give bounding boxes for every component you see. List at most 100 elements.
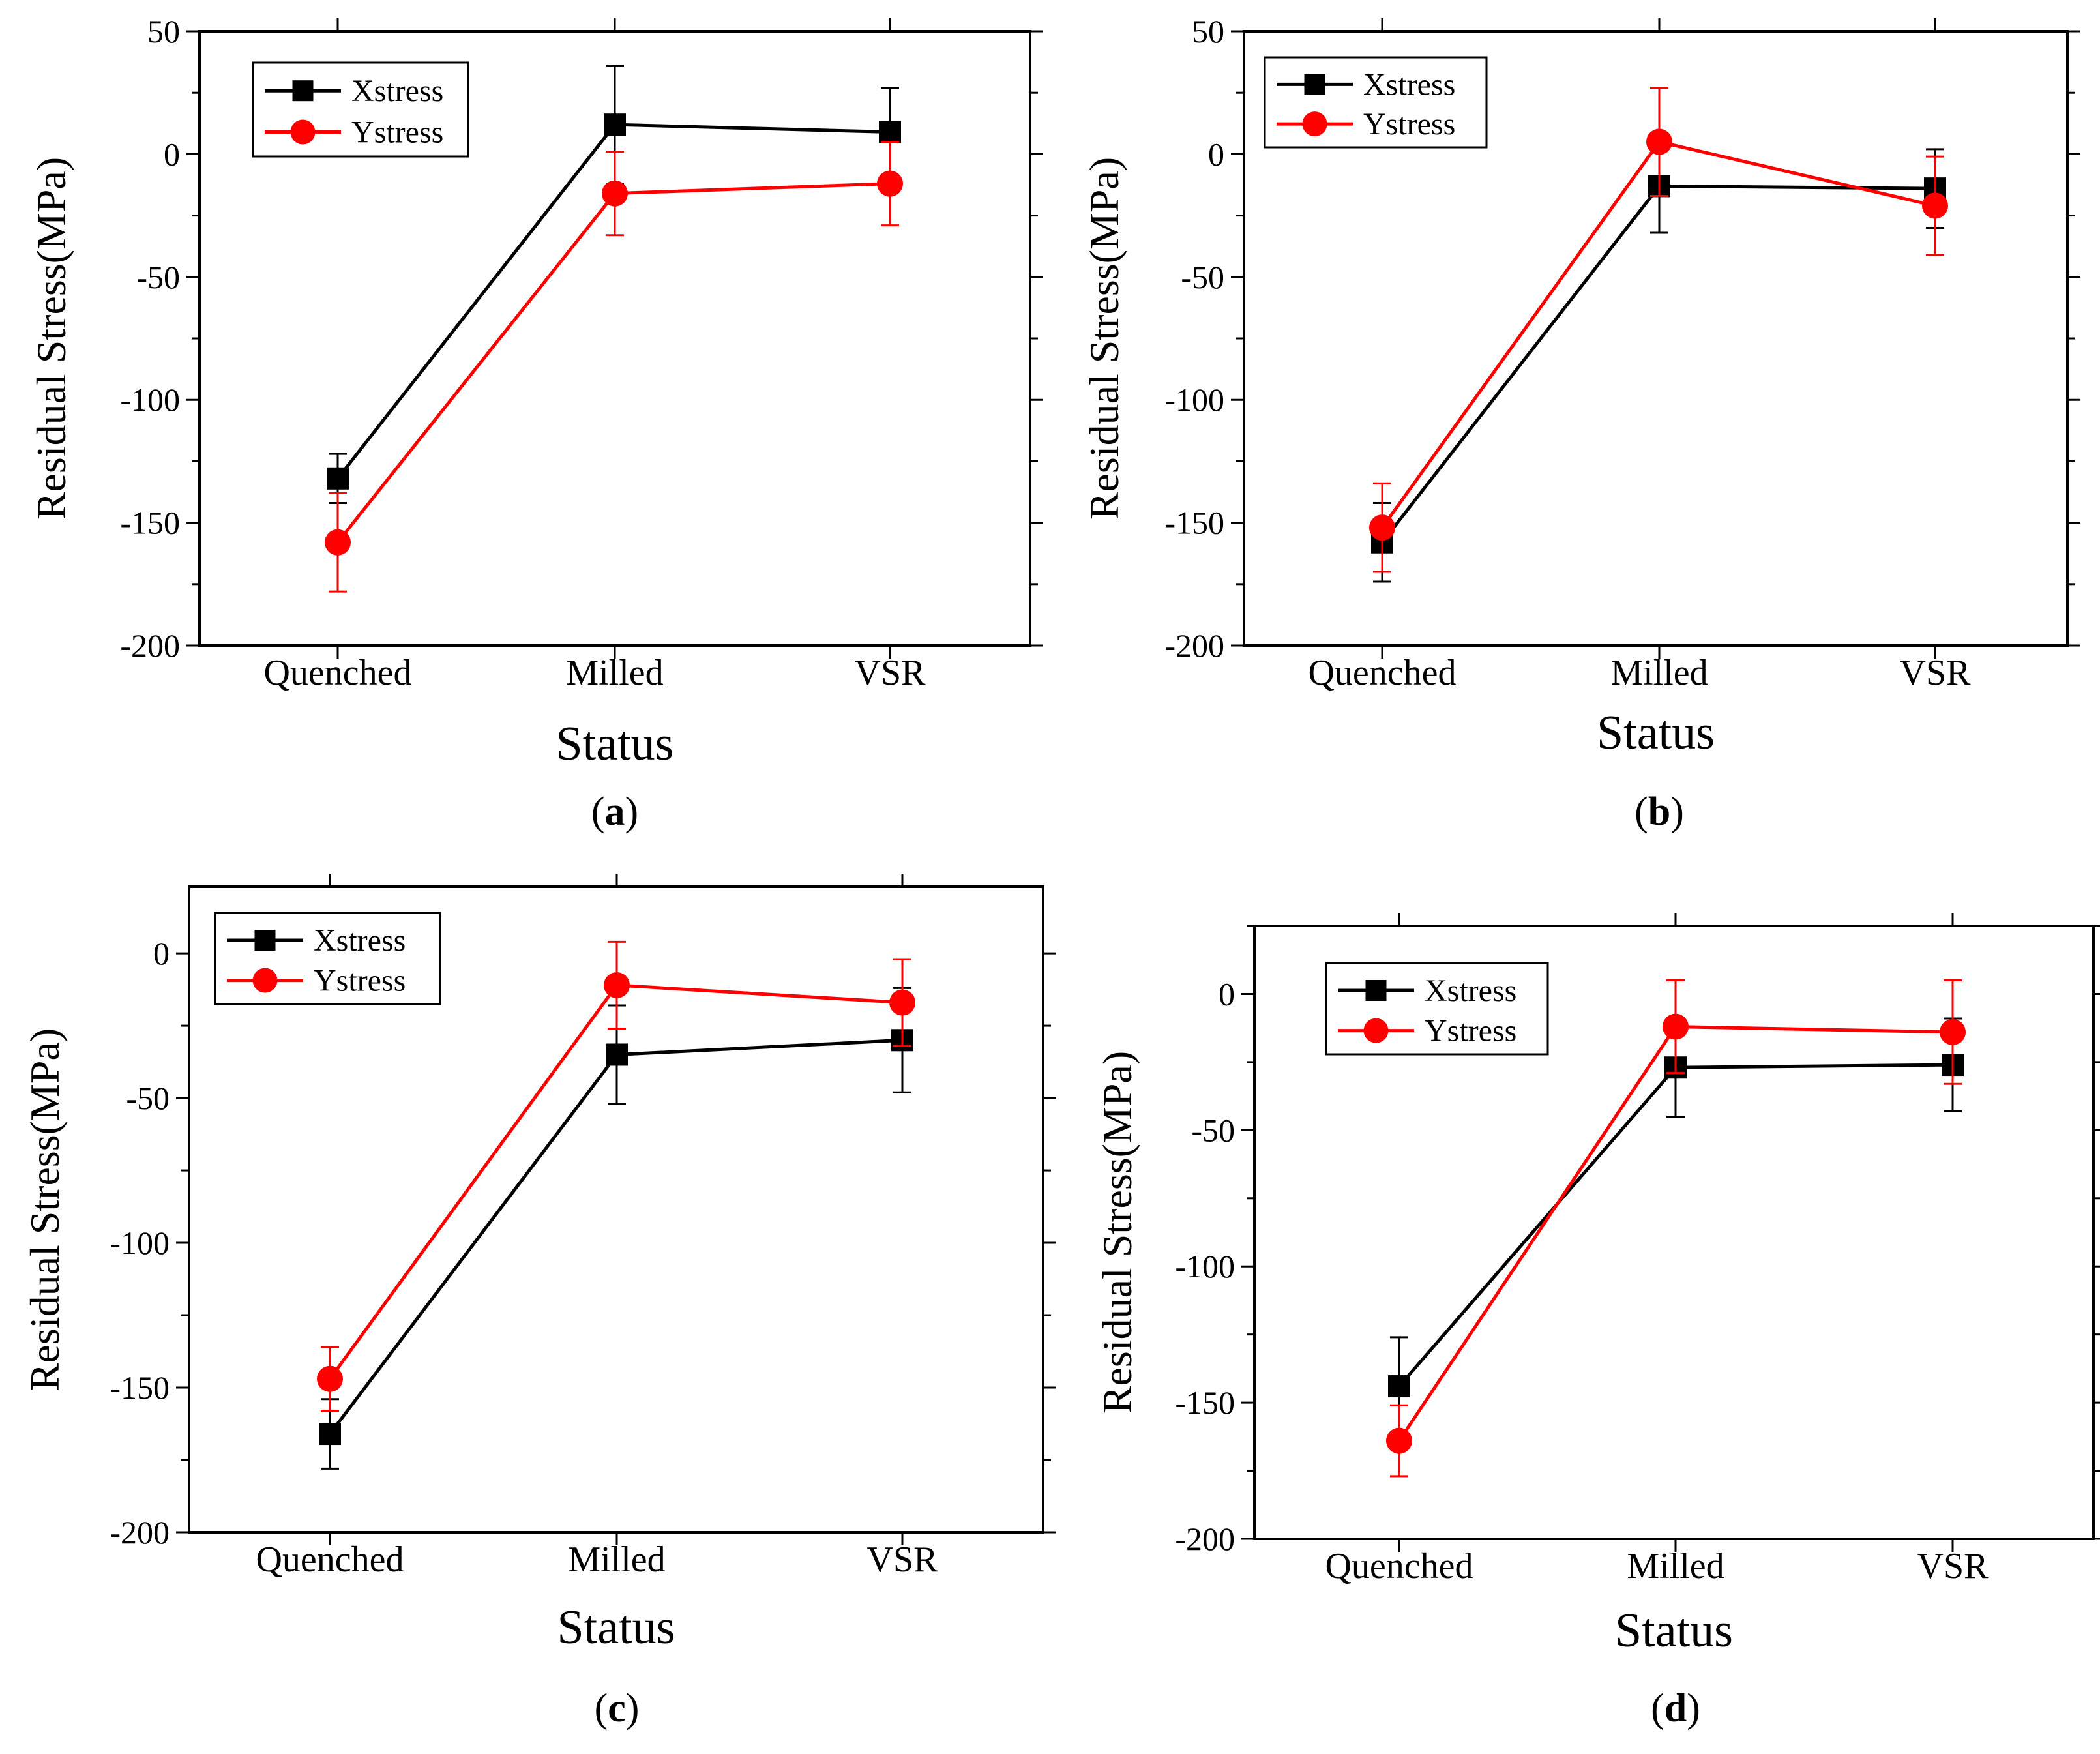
y-tick-label: -100 (1164, 381, 1224, 418)
ystress-point (1646, 128, 1672, 155)
legend-ystress-label: Ystress (1425, 1014, 1516, 1048)
caption-letter: c (608, 1686, 626, 1731)
xstress-point (327, 467, 349, 490)
caption-paren-close: ) (626, 1686, 640, 1731)
legend-xstress-label: Xstress (351, 74, 443, 108)
y-tick-label: -150 (110, 1369, 170, 1406)
caption-paren-open: ( (591, 790, 605, 834)
chart-panel-b: 50 0 -50 -100 -150 -200 Quenched Milled VSR Resid… (1081, 13, 2080, 834)
legend-xstress-label: Xstress (314, 923, 406, 958)
ystress-point (325, 529, 351, 556)
legend-ystress-marker (1363, 1018, 1389, 1043)
y-tick-label: -50 (1181, 259, 1224, 295)
x-tick-label: VSR (855, 653, 926, 693)
y-axis-title: Residual Stress(MPa) (22, 1028, 68, 1391)
y-tick-label: -200 (110, 1514, 170, 1551)
legend-xstress-label: Xstress (1425, 974, 1516, 1008)
ystress-point (889, 989, 915, 1016)
x-tick-label: VSR (1900, 653, 1972, 693)
legend-ystress-label: Ystress (314, 964, 406, 998)
legend-box (214, 912, 441, 1005)
legend-box (1325, 962, 1549, 1056)
chart-panel-d: 0 -50 -100 -150 -200 Quenched Milled VSR Residua… (1094, 913, 2100, 1731)
legend: Xstress Ystress (252, 61, 469, 158)
y-tick-label: -100 (110, 1225, 170, 1261)
legend-ystress-marker (252, 968, 278, 993)
caption-letter: d (1664, 1686, 1687, 1731)
x-tick-label: VSR (867, 1539, 939, 1580)
y-tick-label: 50 (1192, 13, 1224, 50)
legend-ystress-marker (290, 119, 316, 145)
ystress-point (317, 1365, 343, 1392)
y-tick-label: -50 (136, 259, 180, 295)
legend-box (252, 61, 469, 158)
y-axis-title: Residual Stress(MPa) (1081, 157, 1127, 520)
xstress-point (604, 113, 626, 136)
caption-letter: a (605, 790, 625, 834)
legend: Xstress Ystress (214, 912, 441, 1005)
x-tick-label: Milled (566, 653, 663, 693)
caption-paren-close: ) (1687, 1686, 1700, 1731)
legend: Xstress Ystress (1325, 962, 1549, 1056)
ystress-point (1922, 192, 1948, 219)
y-axis-title: Residual Stress(MPa) (28, 157, 74, 520)
x-axis-title: Status (557, 1601, 675, 1654)
y-tick-label: -150 (1164, 505, 1224, 541)
legend-xstress-marker (292, 80, 314, 102)
x-tick-label: Quenched (1308, 653, 1456, 693)
y-tick-label: -50 (1191, 1112, 1235, 1148)
y-tick-label: -150 (120, 505, 180, 541)
x-tick-label: VSR (1917, 1546, 1989, 1586)
panel-caption: (b) (1634, 790, 1684, 834)
y-tick-label: -200 (1175, 1521, 1235, 1557)
x-tick-label: Quenched (1325, 1546, 1473, 1586)
panel-caption: (a) (591, 790, 638, 834)
x-tick-label: Milled (568, 1539, 665, 1580)
y-tick-label: -50 (126, 1080, 170, 1116)
y-tick-label: -200 (1164, 627, 1224, 664)
y-tick-label: -150 (1175, 1384, 1235, 1421)
chart-panel-a: 50 0 -50 -100 -150 -200 Quenched Milled VSR Resid… (28, 13, 1043, 834)
legend-xstress-marker (254, 930, 276, 951)
x-tick-label: Quenched (263, 653, 411, 693)
x-axis-title: Status (1615, 1604, 1733, 1657)
panel-caption: (c) (595, 1686, 640, 1731)
xstress-point (879, 121, 901, 143)
y-tick-label: 50 (147, 13, 180, 50)
legend-ystress-label: Ystress (1363, 107, 1455, 141)
caption-paren-close: ) (625, 790, 639, 834)
x-axis-title: Status (1597, 706, 1715, 760)
y-tick-label: -100 (120, 381, 180, 418)
xstress-point (319, 1423, 341, 1446)
legend-xstress-marker (1365, 980, 1387, 1001)
ystress-point (1386, 1427, 1412, 1454)
caption-paren-open: ( (1634, 790, 1648, 834)
y-tick-label: 0 (153, 935, 170, 972)
y-tick-label: 0 (1208, 136, 1224, 172)
x-axis-title: Status (556, 717, 674, 771)
ystress-point (604, 972, 630, 998)
ystress-point (1663, 1013, 1689, 1040)
legend: Xstress Ystress (1264, 56, 1488, 149)
ystress-point (602, 180, 628, 207)
x-tick-label: Quenched (256, 1539, 404, 1580)
xstress-point (606, 1043, 628, 1066)
legend-box (1264, 56, 1488, 149)
x-tick-label: Milled (1627, 1546, 1724, 1586)
caption-paren-open: ( (595, 1686, 608, 1731)
xstress-point (1388, 1375, 1410, 1398)
legend-xstress-label: Xstress (1363, 67, 1455, 102)
caption-paren-close: ) (1670, 790, 1684, 834)
legend-xstress-marker (1304, 74, 1325, 95)
legend-ystress-label: Ystress (351, 115, 443, 150)
ystress-point (1940, 1018, 1966, 1045)
plot-frame (1253, 925, 2095, 1540)
chart-panel-c: 0 -50 -100 -150 -200 Quenched Milled VSR Residua… (22, 874, 1056, 1731)
y-tick-label: -200 (120, 627, 180, 664)
y-axis-title: Residual Stress(MPa) (1094, 1051, 1140, 1414)
caption-letter: b (1648, 790, 1670, 834)
ystress-point (1369, 514, 1395, 541)
caption-paren-open: ( (1651, 1686, 1664, 1731)
